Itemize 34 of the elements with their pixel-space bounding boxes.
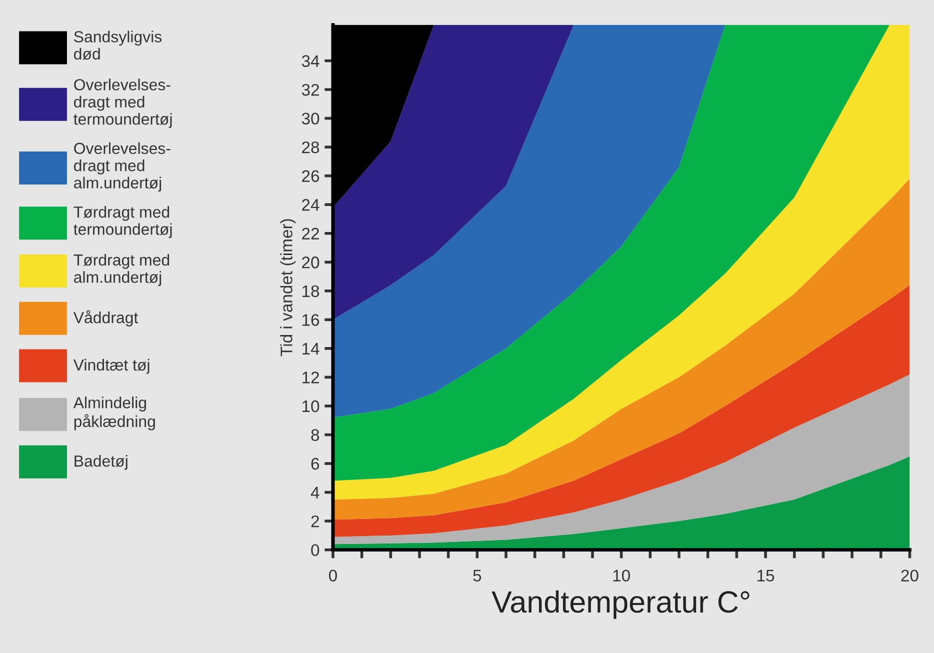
y-tick-label: 6: [311, 458, 320, 470]
legend-label: Våddragt: [73, 310, 138, 326]
x-tick-label: 20: [901, 570, 918, 582]
y-tick-label: 0: [311, 544, 320, 556]
legend-label: Overlevelses- dragt med termoundertøj: [74, 78, 172, 128]
y-tick-label: 34: [302, 55, 320, 67]
y-tick-label: 18: [302, 285, 320, 298]
y-tick-label: 14: [302, 343, 320, 354]
y-tick-label: 10: [302, 400, 320, 412]
y-tick-label: 8: [311, 429, 320, 441]
y-tick-label: 4: [310, 486, 320, 498]
y-tick-label: 24: [302, 199, 320, 211]
y-tick-label: 22: [302, 228, 319, 240]
legend-label: Badetøj: [74, 455, 128, 470]
x-axis-title: Vandtemperatur C°: [492, 590, 750, 619]
legend-label: Almindelig påklædning: [73, 396, 155, 430]
y-tick-label: 2: [311, 515, 319, 528]
x-tick-label: 0: [328, 570, 337, 582]
y-tick-label: 16: [302, 314, 320, 326]
y-tick-label: 32: [302, 84, 319, 96]
y-tick-label: 26: [302, 170, 320, 182]
y-tick-label: 28: [302, 141, 320, 154]
y-axis-title: Tid i vandet (timer): [280, 219, 296, 356]
x-tick-label: 5: [473, 570, 482, 582]
y-tick-label: 12: [302, 372, 319, 384]
y-tick-label: 20: [302, 256, 320, 268]
legend-label: Tørdragt med alm.undertøj: [74, 254, 170, 286]
x-tick-label: 10: [613, 570, 630, 582]
x-tick-label: 15: [758, 570, 774, 582]
legend-label: Sandsyligvis død: [74, 30, 162, 60]
legend-label: Vindtæt tøj: [73, 358, 150, 374]
legend-label: Tørdragt med termoundertøj: [74, 206, 172, 238]
y-tick-label: 30: [302, 112, 320, 125]
legend-label: Overlevelses- dragt med alm.undertøj: [74, 142, 170, 192]
